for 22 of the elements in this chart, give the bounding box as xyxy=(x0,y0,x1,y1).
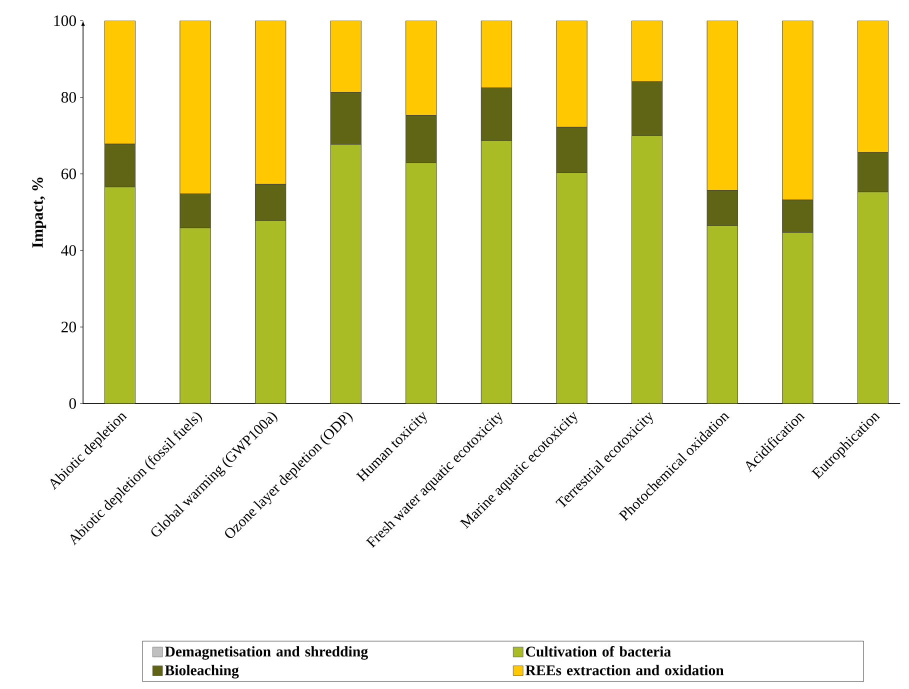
y-tick-label: 0 xyxy=(69,398,76,409)
legend-label: REEs extraction and oxidation xyxy=(526,664,724,676)
bar xyxy=(556,172,588,404)
y-axis-title: Impact, % xyxy=(32,177,46,248)
bar xyxy=(480,140,512,404)
y-tick-label: 20 xyxy=(61,321,76,332)
y-tick-label: 100 xyxy=(54,15,76,26)
bar xyxy=(104,186,136,404)
bar xyxy=(782,232,814,404)
bar xyxy=(330,144,362,404)
y-tick-label: 40 xyxy=(61,244,76,256)
bar xyxy=(706,225,738,404)
legend-label: Demagnetisation and shredding xyxy=(165,646,368,660)
bar xyxy=(857,191,889,404)
y-tick-label: 80 xyxy=(61,92,76,102)
y-tick-label: 60 xyxy=(61,168,76,180)
bar xyxy=(406,162,437,404)
legend-label: Bioleaching xyxy=(164,664,239,678)
bar xyxy=(254,220,286,404)
bar xyxy=(180,227,211,404)
bar xyxy=(632,135,663,404)
legend-label: Cultivation of bacteria xyxy=(526,646,671,656)
